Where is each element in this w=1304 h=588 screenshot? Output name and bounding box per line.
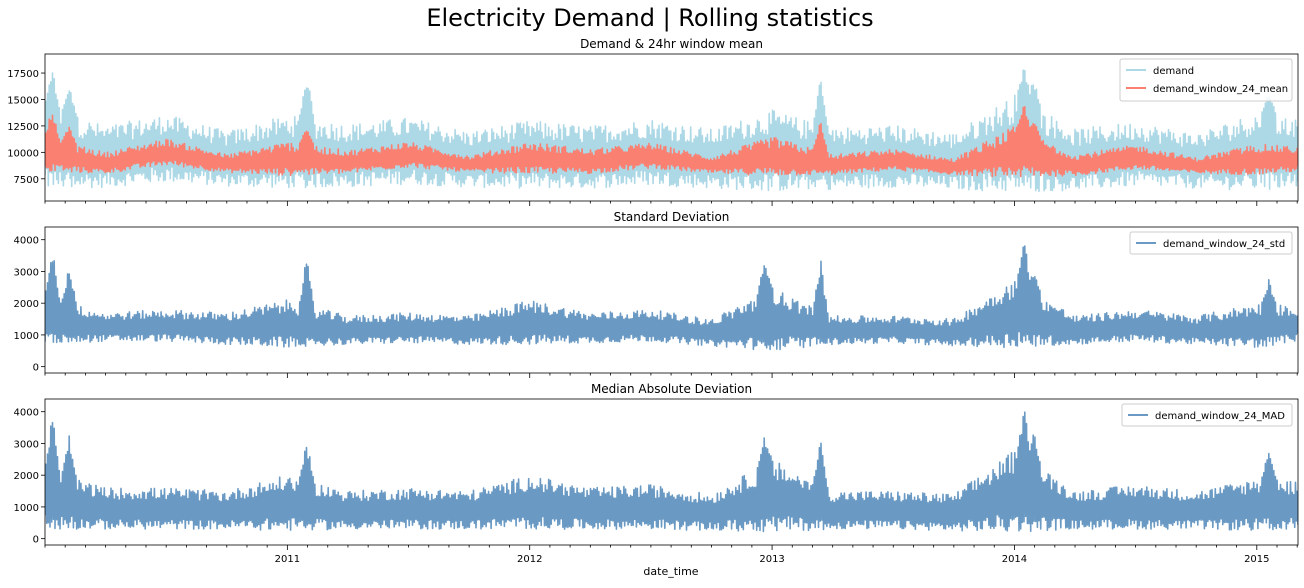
axes-frame: [44, 53, 1299, 202]
legend: demand demand_window_24_mean: [1119, 58, 1293, 102]
legend-box: [1119, 58, 1293, 102]
subplot-3: Median Absolute Deviation 0 1000 2000 3000 40…: [14, 382, 1299, 565]
y-tick-label: 0: [33, 535, 39, 546]
y-tick-label: 0: [33, 363, 39, 374]
series-line-demand_window_24_MAD: [45, 411, 1298, 533]
plot-area: [45, 411, 1298, 533]
y-tick-label: 2000: [14, 471, 39, 482]
legend-label: demand: [1153, 66, 1194, 77]
y-tick-label: 4000: [14, 236, 39, 247]
x-tick-label: 2014: [1002, 554, 1027, 565]
figure-suptitle: Electricity Demand | Rolling statistics: [426, 4, 873, 32]
subplot-title: Demand & 24hr window mean: [580, 37, 763, 51]
y-tick-label: 10000: [7, 148, 39, 159]
x-tick-label: 2015: [1244, 554, 1269, 565]
legend: demand_window_24_std: [1129, 231, 1293, 255]
x-axis-label: date_time: [643, 565, 698, 578]
x-tick-label: 2012: [517, 554, 542, 565]
series-line-demand_window_24_mean: [45, 106, 1298, 178]
x-tick-label: 2013: [759, 554, 784, 565]
y-tick-label: 3000: [14, 267, 39, 278]
y-tick-label: 3000: [14, 439, 39, 450]
y-tick-label: 2000: [14, 299, 39, 310]
x-tick-label: 2011: [275, 554, 300, 565]
subplots: Demand & 24hr window mean750010000125001…: [7, 37, 1299, 565]
series-line-demand: [45, 69, 1298, 192]
subplot-2: Standard Deviation 0 1000 2000 3000 4000 deman…: [14, 210, 1299, 378]
plot-area: [45, 69, 1298, 192]
y-tick-label: 15000: [7, 95, 39, 106]
subplot-title: Median Absolute Deviation: [591, 382, 752, 396]
legend-label: demand_window_24_std: [1163, 239, 1285, 250]
y-tick-label: 1000: [14, 503, 39, 514]
axes-frame: [44, 398, 1299, 546]
y-tick-label: 17500: [7, 69, 39, 80]
legend-label: demand_window_24_MAD: [1155, 411, 1285, 422]
axes-frame: [44, 226, 1299, 374]
legend: demand_window_24_MAD: [1121, 403, 1293, 427]
plot-area: [45, 245, 1298, 351]
legend-box: [1121, 403, 1293, 427]
y-tick-label: 12500: [7, 122, 39, 133]
legend-box: [1129, 231, 1293, 255]
y-tick-label: 1000: [14, 331, 39, 342]
y-tick-label: 7500: [14, 175, 39, 186]
y-tick-label: 4000: [14, 408, 39, 419]
legend-label: demand_window_24_mean: [1153, 84, 1288, 95]
subplot-1: Demand & 24hr window mean 7500 10000 12500 1…: [7, 37, 1299, 206]
subplot-title: Standard Deviation: [614, 210, 730, 224]
series-line-demand_window_24_std: [45, 245, 1298, 351]
